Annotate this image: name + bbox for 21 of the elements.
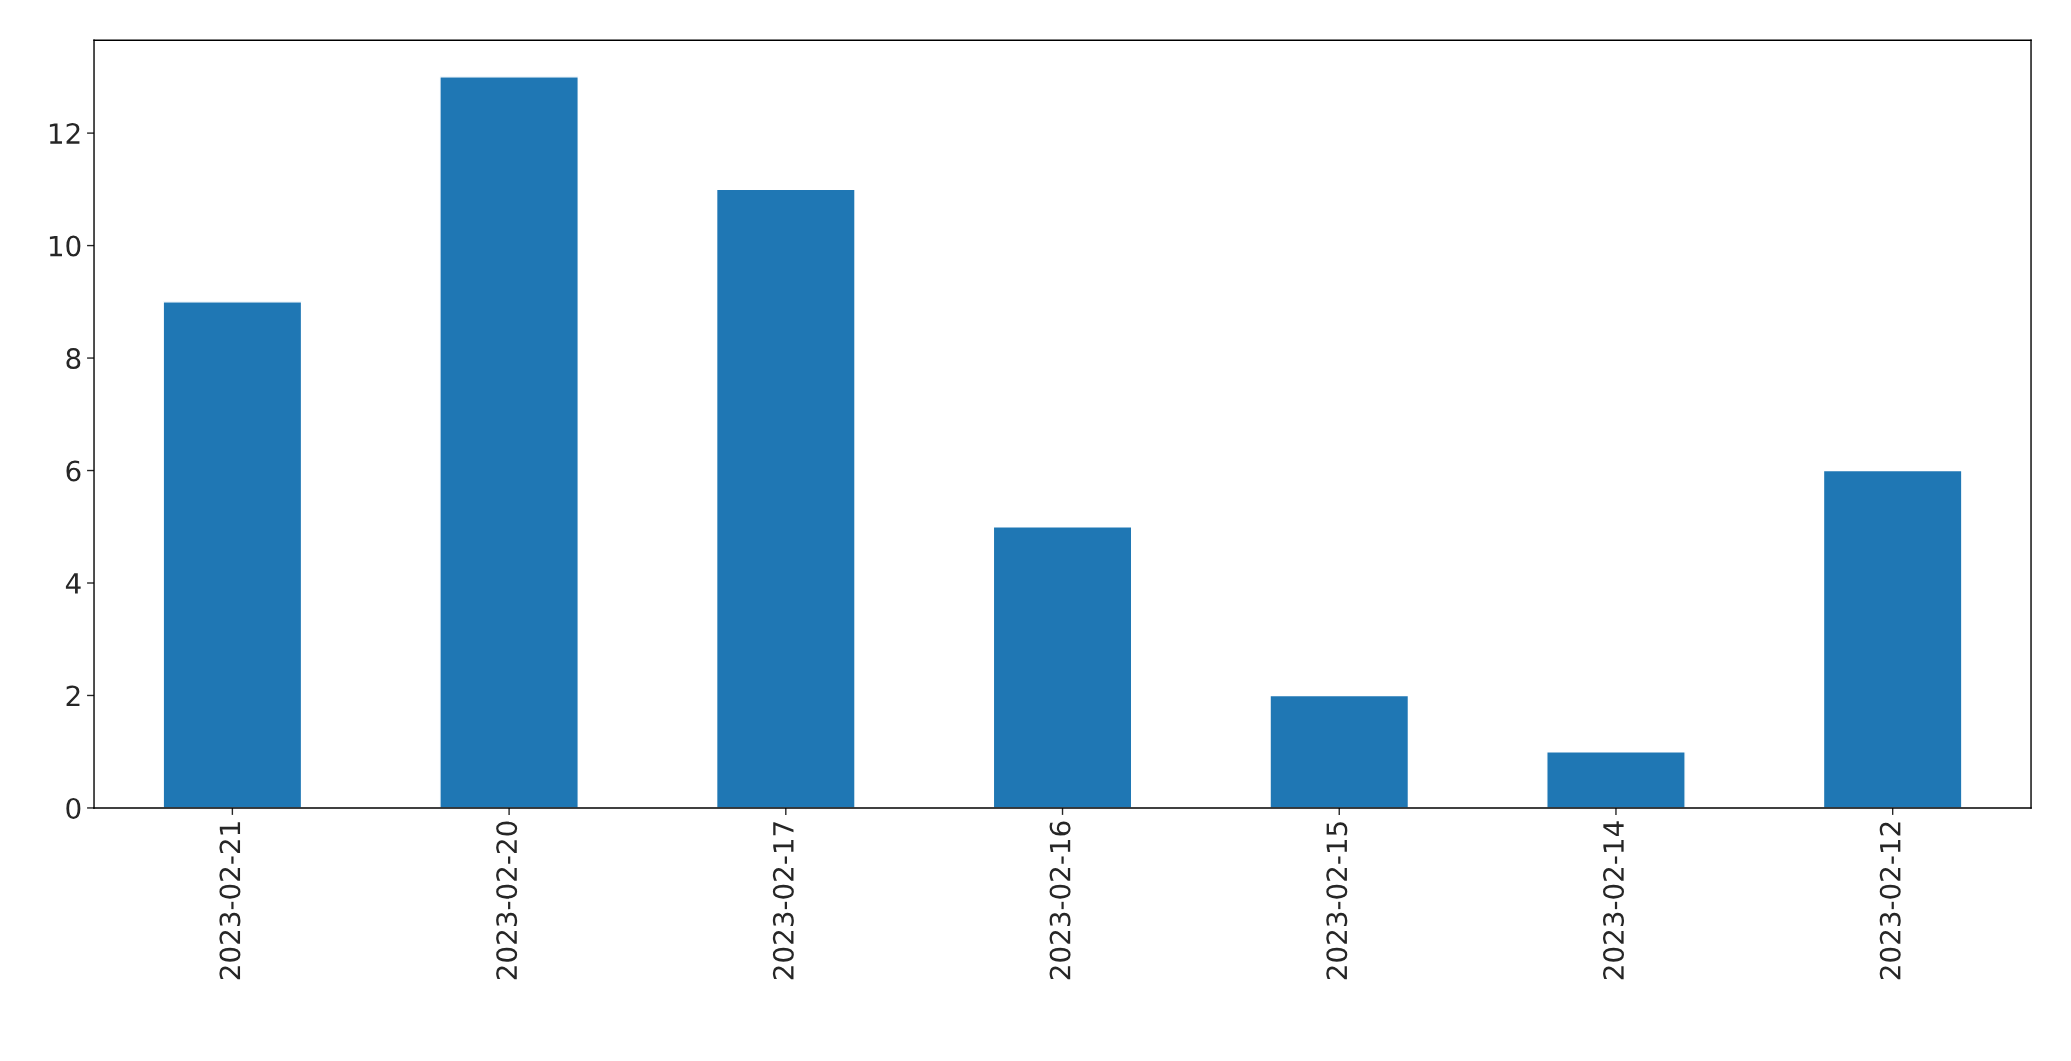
y-tick-label: 0 (66, 797, 81, 819)
x-tick-label: 2023-02-15 (1326, 822, 1348, 980)
y-tick-label: 2 (66, 685, 80, 707)
x-tick-label: 2023-02-17 (772, 822, 794, 980)
bar (1822, 469, 1963, 808)
bar (1546, 751, 1686, 808)
bar (162, 301, 303, 808)
x-tick-label: 2023-02-20 (496, 821, 518, 980)
y-tick-label: 4 (65, 573, 81, 594)
y-tick-label: 8 (66, 347, 81, 369)
y-tick-label: 10 (49, 235, 81, 257)
bar (715, 188, 856, 808)
bar (439, 76, 579, 808)
bar (992, 526, 1133, 808)
x-tick-label: 2023-02-21 (219, 822, 241, 980)
y-tick-label: 6 (66, 460, 81, 482)
x-tick-label: 2023-02-14 (1603, 821, 1625, 980)
bar (1269, 694, 1410, 808)
x-tick-label: 2023-02-16 (1049, 821, 1071, 980)
y-tick-label: 12 (49, 123, 80, 144)
x-tick-label: 2023-02-12 (1879, 822, 1901, 980)
